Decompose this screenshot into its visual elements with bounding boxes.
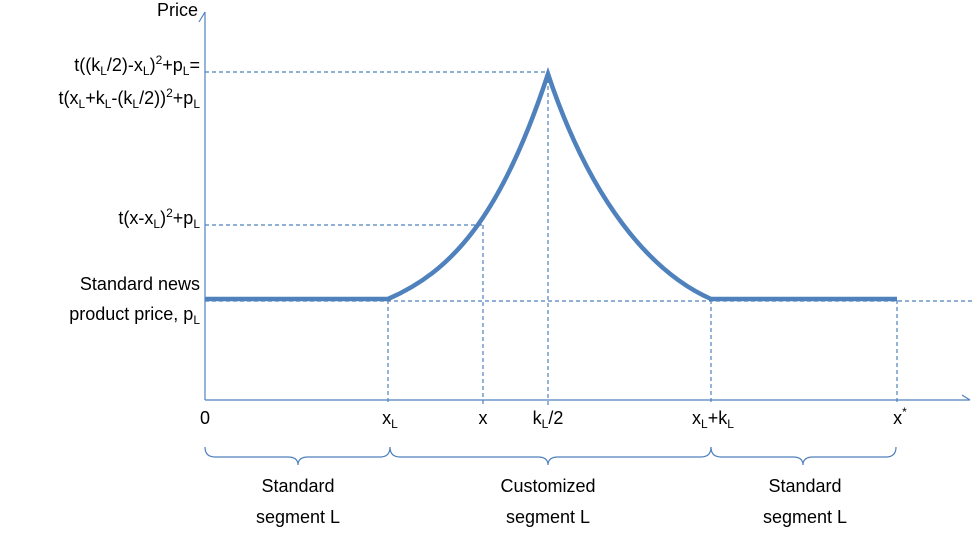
peak-price-label-line1: t((kL/2)-xL)2+pL= [74,53,200,78]
x-label-kl-half: kL/2 [533,408,564,431]
x-axis-arrow [961,394,971,401]
segment-label-standard-right-line1: Standard [768,476,841,496]
segment-label-standard-left-line1: Standard [261,476,334,496]
peak-price-label-line2: t(xL+kL-(kL/2))2+pL [59,86,201,111]
y-axis-title: Price [157,0,198,20]
segment-label-customized-line1: Customized [500,476,595,496]
segment-brace-standard-right [710,446,897,466]
segment-label-standard-right-line2: segment L [763,507,847,527]
price-curve [205,66,897,302]
standard-price-label-line2: product price, pL [69,304,200,327]
x-label-xl-plus-kl: xL+kL [692,408,734,431]
segment-brace-standard-left [204,446,391,466]
x-label-xl: xL [382,408,398,431]
segment-label-customized-line2: segment L [506,507,590,527]
mid-price-label: t(x-xL)2+pL [118,206,200,231]
y-axis-arrow [198,11,206,23]
segment-label-standard-left-line2: segment L [256,507,340,527]
x-label-zero: 0 [200,408,210,428]
segment-brace-customized [389,446,712,466]
x-label-x: x [479,408,488,428]
x-label-xstar: x* [893,405,907,428]
standard-price-label-line1: Standard news [80,274,200,294]
